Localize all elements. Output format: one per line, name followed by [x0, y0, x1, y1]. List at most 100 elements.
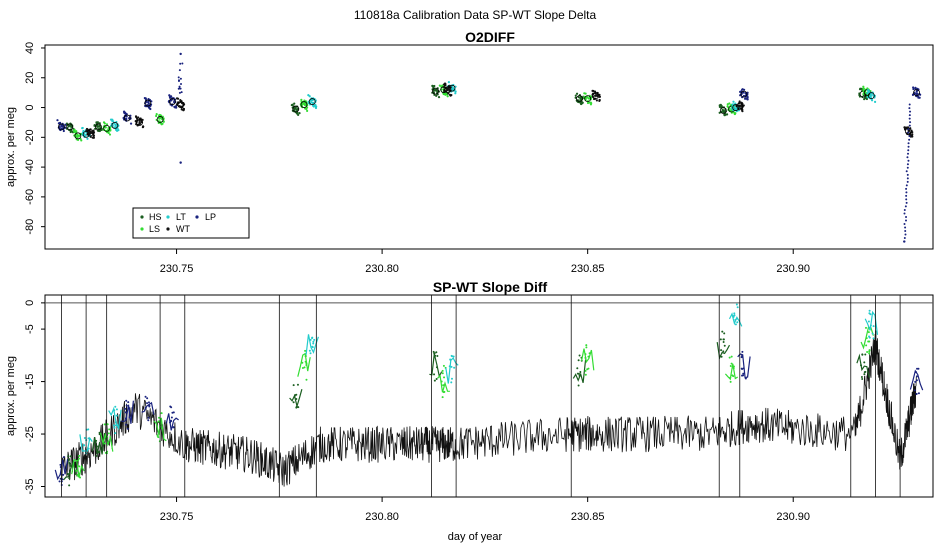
- slope-diff-point-lt: [87, 437, 90, 440]
- slope-diff-point-lt: [736, 306, 739, 309]
- slope-diff-point-hs: [436, 354, 439, 357]
- slope-diff-point-ls: [160, 427, 163, 430]
- figure-suptitle: 110818a Calibration Data SP-WT Slope Del…: [354, 8, 597, 22]
- slope-diff-point-lt: [82, 444, 85, 447]
- slope-diff-point-ls: [867, 331, 870, 334]
- slope-diff-point-lt: [312, 340, 315, 343]
- o2diff-point-lp: [908, 103, 911, 106]
- o2diff-point-lp: [908, 114, 911, 117]
- slope-diff-point-lt: [312, 342, 315, 345]
- o2diff-point-wt: [135, 117, 139, 120]
- slope-diff-point-lp: [58, 480, 61, 483]
- slope-diff-point-lt: [114, 424, 117, 427]
- slope-diff-point-ls: [442, 364, 445, 367]
- o2diff-point-hs: [96, 125, 100, 128]
- slope-diff-point-ls: [441, 372, 444, 375]
- o2diff-point-lp: [742, 94, 746, 98]
- o2diff-point-lt: [734, 102, 737, 105]
- slope-diff-series-hs: [63, 342, 870, 481]
- slope-diff-point-lp: [147, 401, 150, 404]
- o2diff-mean-marker-wt: [592, 92, 600, 100]
- slope-diff-point-ls: [304, 349, 307, 352]
- slope-diff-point-lp: [742, 367, 745, 370]
- o2diff-point-ls: [302, 102, 305, 105]
- o2diff-point-lp: [125, 115, 128, 118]
- o2diff-point-wt: [176, 97, 180, 100]
- o2diff-point-wt: [911, 135, 914, 138]
- slope-diff-point-ls: [729, 376, 732, 379]
- slope-diff-point-ls: [441, 396, 444, 399]
- slope-diff-point-lp: [915, 375, 918, 378]
- slope-diff-point-lp: [917, 392, 920, 395]
- slope-diff-point-ls: [728, 356, 731, 359]
- o2diff-point-lp: [906, 166, 909, 169]
- slope-diff-point-ls: [77, 474, 80, 477]
- o2diff-point-ls: [583, 92, 586, 95]
- o2diff-point-hs: [575, 92, 579, 95]
- slope-diff-point-hs: [69, 455, 72, 458]
- slope-diff-point-ls: [75, 469, 78, 472]
- slope-diff-point-lt: [309, 338, 312, 341]
- o2diff-point-lp: [905, 184, 908, 187]
- slope-diff-point-lp: [62, 456, 65, 459]
- o2diff-mean-marker-wt: [136, 119, 143, 126]
- slope-diff-data: [45, 295, 933, 497]
- o2diff-mean-marker-hs: [95, 123, 102, 131]
- o2diff-point-wt: [591, 89, 594, 92]
- slope-diff-point-lt: [868, 309, 871, 312]
- o2diff-point-wt: [182, 107, 185, 111]
- o2diff-point-hs: [98, 125, 101, 128]
- o2diff-point-lp: [905, 201, 908, 204]
- slope-diff-point-ls: [866, 350, 869, 353]
- o2diff-point-ls: [586, 101, 590, 105]
- slope-diff-point-hs: [863, 373, 866, 376]
- o2diff-point-wt: [142, 125, 145, 128]
- o2diff-mean-marker-lt: [867, 92, 875, 100]
- slope-diff-point-hs: [722, 338, 725, 341]
- slope-diff-point-hs: [295, 405, 298, 408]
- o2diff-point-lp: [907, 159, 910, 162]
- o2diff-point-hs: [859, 87, 862, 90]
- slope-diff-point-lt: [736, 321, 739, 324]
- o2diff-point-wt: [138, 121, 141, 124]
- o2diff-point-lp: [179, 77, 182, 80]
- o2diff-point-ls: [588, 97, 591, 100]
- o2diff-mean-marker-lp: [913, 89, 920, 97]
- o2diff-point-lp: [180, 91, 183, 94]
- slope-diff-point-ls: [79, 476, 82, 479]
- slope-diff-point-lp: [915, 371, 918, 374]
- slope-diff-point-lp: [914, 380, 917, 383]
- o2diff-point-lp: [179, 52, 182, 56]
- slope-diff-point-hs: [433, 379, 436, 382]
- slope-diff-point-lp: [913, 389, 916, 392]
- o2diff-point-lp: [904, 226, 907, 229]
- o2diff-point-wt: [596, 95, 599, 98]
- slope-diff-point-hs: [292, 384, 295, 387]
- o2diff-point-ls: [862, 85, 865, 88]
- slope-diff-point-lt: [116, 424, 119, 427]
- slope-diff-point-hs: [95, 439, 98, 442]
- slope-diff-point-ls: [304, 355, 307, 358]
- slope-diff-point-ls: [77, 457, 80, 460]
- slope-diff-point-lt: [309, 352, 312, 355]
- o2diff-point-lp: [908, 135, 911, 138]
- slope-diff-point-lt: [735, 303, 738, 306]
- slope-diff-point-lt: [87, 428, 90, 431]
- slope-diff-point-lp: [740, 356, 743, 359]
- o2diff-point-lp: [907, 128, 910, 131]
- slope-diff-point-lt: [867, 320, 870, 323]
- slope-diff-point-lt: [868, 336, 871, 339]
- o2diff-point-ls: [158, 117, 161, 120]
- slope-diff-point-lp: [125, 423, 128, 426]
- o2diff-point-lp: [181, 62, 184, 65]
- slope-diff-point-hs: [861, 378, 864, 381]
- slope-diff-point-lt: [114, 432, 117, 435]
- o2diff-point-lp: [905, 194, 908, 197]
- o2diff-point-lp: [908, 124, 911, 127]
- slope-diff-point-ls: [104, 451, 107, 454]
- slope-diff-point-ls: [103, 442, 106, 445]
- slope-diff-point-ls: [78, 454, 81, 457]
- o2diff-mean-marker-wt: [177, 101, 185, 108]
- o2diff-point-lp: [903, 237, 906, 240]
- o2diff-point-ls: [155, 113, 158, 116]
